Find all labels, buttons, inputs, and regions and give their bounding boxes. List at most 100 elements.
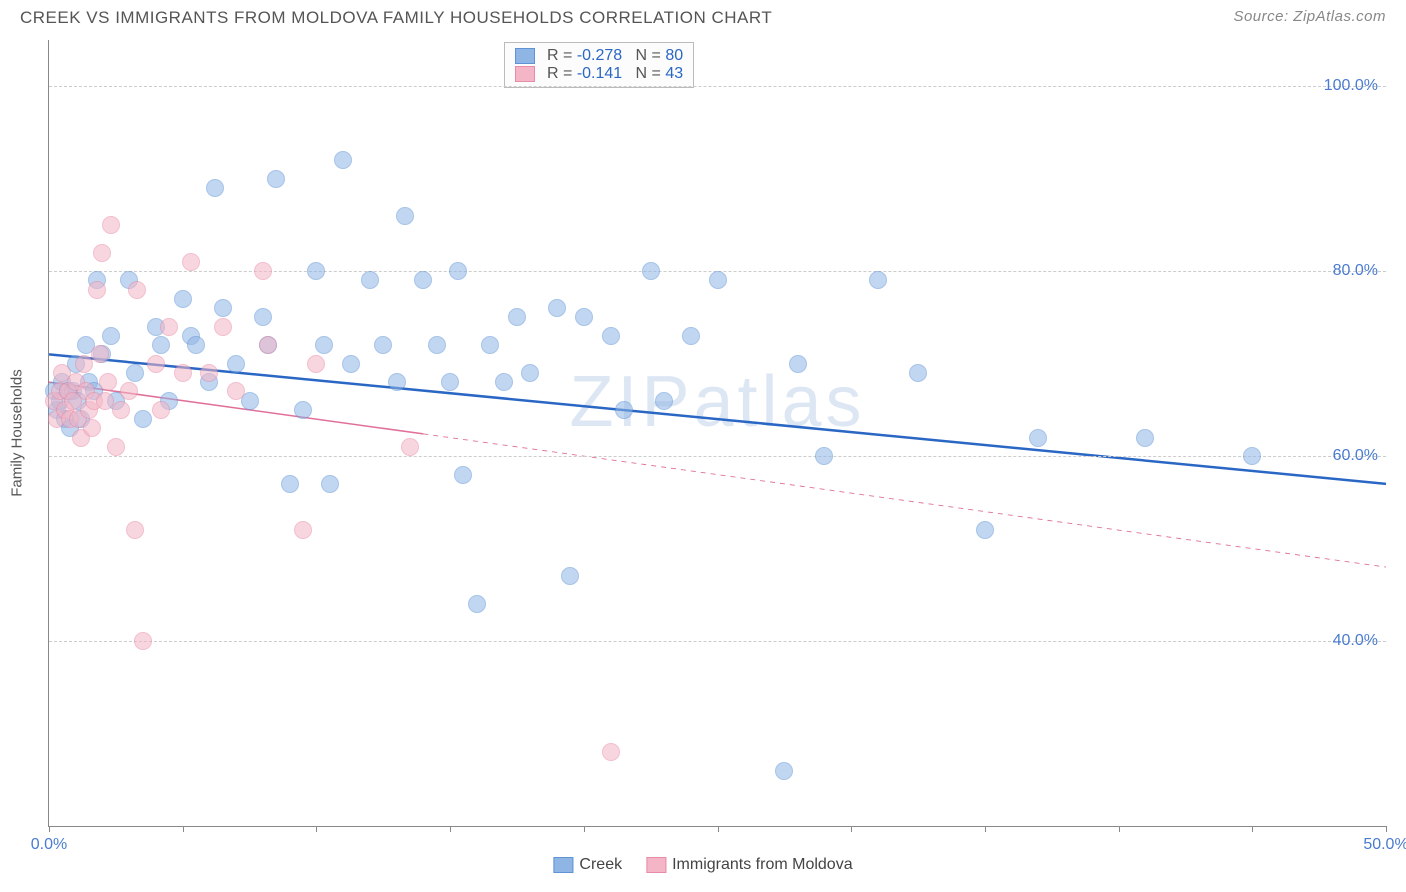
- data-point: [102, 216, 120, 234]
- data-point: [134, 632, 152, 650]
- data-point: [869, 271, 887, 289]
- y-axis-label: Family Households: [9, 369, 26, 497]
- legend-label: Immigrants from Moldova: [672, 856, 853, 874]
- data-point: [174, 290, 192, 308]
- data-point: [521, 364, 539, 382]
- x-tick: [584, 826, 585, 832]
- data-point: [561, 567, 579, 585]
- data-point: [307, 262, 325, 280]
- data-point: [468, 595, 486, 613]
- x-tick-label: 50.0%: [1363, 836, 1406, 854]
- data-point: [602, 327, 620, 345]
- data-point: [128, 281, 146, 299]
- chart-title: CREEK VS IMMIGRANTS FROM MOLDOVA FAMILY …: [20, 8, 772, 28]
- data-point: [1029, 429, 1047, 447]
- data-point: [615, 401, 633, 419]
- data-point: [91, 345, 109, 363]
- data-point: [152, 401, 170, 419]
- data-point: [909, 364, 927, 382]
- legend-swatch: [515, 48, 535, 64]
- x-tick: [183, 826, 184, 832]
- x-tick: [985, 826, 986, 832]
- data-point: [174, 364, 192, 382]
- gridline: [49, 86, 1386, 87]
- legend-swatch: [646, 857, 666, 873]
- data-point: [508, 308, 526, 326]
- data-point: [428, 336, 446, 354]
- data-point: [294, 521, 312, 539]
- legend-stats: R = -0.141 N = 43: [543, 65, 684, 83]
- data-point: [227, 355, 245, 373]
- data-point: [259, 336, 277, 354]
- data-point: [107, 438, 125, 456]
- data-point: [152, 336, 170, 354]
- data-point: [414, 271, 432, 289]
- data-point: [187, 336, 205, 354]
- data-point: [642, 262, 660, 280]
- data-point: [449, 262, 467, 280]
- data-point: [294, 401, 312, 419]
- x-tick: [1252, 826, 1253, 832]
- data-point: [281, 475, 299, 493]
- data-point: [655, 392, 673, 410]
- x-tick: [718, 826, 719, 832]
- data-point: [602, 743, 620, 761]
- data-point: [88, 281, 106, 299]
- gridline: [49, 456, 1386, 457]
- data-point: [160, 318, 178, 336]
- data-point: [396, 207, 414, 225]
- x-tick: [450, 826, 451, 832]
- data-point: [575, 308, 593, 326]
- legend-swatch: [515, 66, 535, 82]
- data-point: [481, 336, 499, 354]
- data-point: [120, 382, 138, 400]
- data-point: [361, 271, 379, 289]
- data-point: [441, 373, 459, 391]
- data-point: [200, 364, 218, 382]
- data-point: [321, 475, 339, 493]
- data-point: [1136, 429, 1154, 447]
- legend-label: Creek: [579, 856, 622, 874]
- data-point: [112, 401, 130, 419]
- data-point: [1243, 447, 1261, 465]
- trend-lines: [49, 40, 1386, 826]
- watermark-text: ZIPatlas: [569, 361, 865, 443]
- data-point: [126, 521, 144, 539]
- data-point: [454, 466, 472, 484]
- x-tick: [851, 826, 852, 832]
- data-point: [976, 521, 994, 539]
- data-point: [307, 355, 325, 373]
- data-point: [227, 382, 245, 400]
- y-tick-label: 40.0%: [1333, 632, 1378, 650]
- data-point: [254, 308, 272, 326]
- gridline: [49, 641, 1386, 642]
- legend-row: R = -0.278 N = 80: [515, 47, 684, 65]
- data-point: [815, 447, 833, 465]
- data-point: [126, 364, 144, 382]
- y-tick-label: 80.0%: [1333, 262, 1378, 280]
- y-tick-label: 60.0%: [1333, 447, 1378, 465]
- data-point: [267, 170, 285, 188]
- legend-stats: R = -0.278 N = 80: [543, 47, 684, 65]
- data-point: [334, 151, 352, 169]
- data-point: [315, 336, 333, 354]
- data-point: [495, 373, 513, 391]
- y-tick-label: 100.0%: [1324, 77, 1378, 95]
- data-point: [102, 327, 120, 345]
- legend-row: R = -0.141 N = 43: [515, 65, 684, 83]
- x-tick: [316, 826, 317, 832]
- data-point: [374, 336, 392, 354]
- x-tick: [1386, 826, 1387, 832]
- data-point: [682, 327, 700, 345]
- data-point: [388, 373, 406, 391]
- data-point: [83, 419, 101, 437]
- data-point: [342, 355, 360, 373]
- scatter-plot: Family Households ZIPatlas R = -0.278 N …: [48, 40, 1386, 827]
- series-legend: Creek Immigrants from Moldova: [553, 856, 852, 874]
- chart-source: Source: ZipAtlas.com: [1233, 8, 1386, 28]
- data-point: [214, 299, 232, 317]
- data-point: [709, 271, 727, 289]
- data-point: [548, 299, 566, 317]
- x-tick: [49, 826, 50, 832]
- correlation-legend: R = -0.278 N = 80 R = -0.141 N = 43: [504, 42, 695, 88]
